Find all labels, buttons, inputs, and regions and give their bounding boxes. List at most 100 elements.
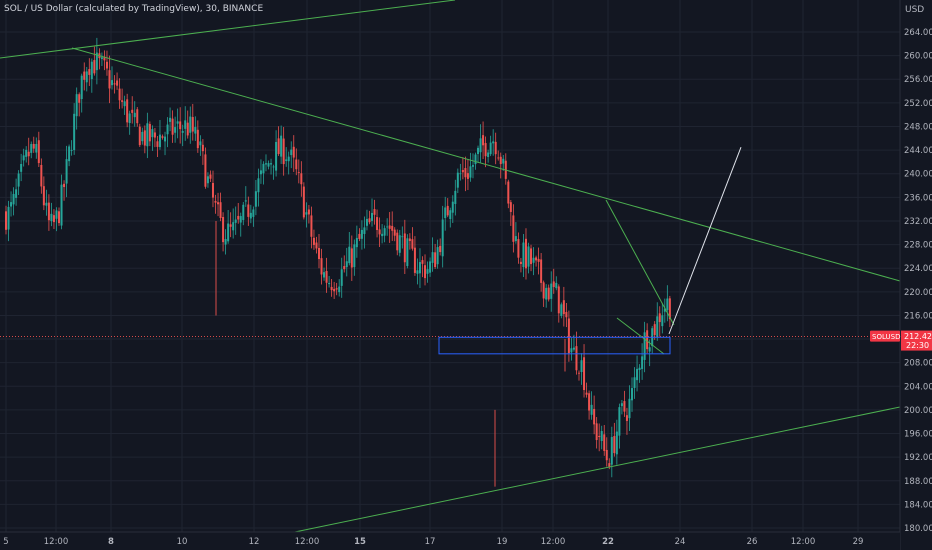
candle-body [196,129,199,149]
candle-body [540,259,543,283]
descending-resistance-line [71,47,901,282]
candle-body [138,126,141,146]
candle-body [567,318,570,354]
candle-body [227,223,230,242]
candle-body [388,225,391,229]
candle-body [436,247,439,265]
candle-body [179,121,182,130]
candle-body [416,270,419,274]
candle-body [280,135,283,157]
candle-body [164,136,167,142]
candles [0,37,900,487]
candle-body [499,156,502,165]
candle-body [497,157,500,159]
price-tick-label: 240.00 [904,170,932,180]
candle-body [411,239,414,249]
candle-body [244,200,247,202]
candle-body [267,163,270,167]
candle-body [368,218,371,223]
candle-body [214,200,217,203]
candle-body [60,184,63,226]
candle-body [169,117,172,122]
candle-body [403,233,406,263]
candle-body [20,163,23,172]
currency-label[interactable]: USD [905,5,925,15]
time-tick-label: 10 [177,537,188,547]
candle-body [239,216,242,223]
candle-body [121,100,124,102]
candle-body [103,56,106,61]
candle-body [320,258,323,275]
price-tick-label: 260.00 [904,52,932,62]
candle-body [666,298,669,310]
candle-body [247,204,250,217]
candle-body [547,287,550,300]
candle-body [290,149,293,156]
price-tick-label: 196.00 [904,430,932,440]
price-tick-label: 200.00 [904,406,932,416]
candle-body [45,202,48,206]
candle-body [217,202,220,205]
candle-body [143,130,146,146]
candle-body [522,242,525,268]
candle-body [105,61,108,69]
candle-body [418,262,421,274]
time-tick-label: 15 [354,537,366,547]
candle-body [189,116,192,133]
candle-body [63,183,66,188]
candle-body [345,261,348,268]
candle-body [252,209,255,217]
candle-body [658,313,661,323]
time-tick-label: 19 [497,537,508,547]
candle-body [391,225,394,231]
candle-body [641,356,644,369]
price-scale[interactable]: 264.00 260.00 256.00 252.00 248.00 244.00 240.… [899,0,932,550]
candle-body [484,143,487,157]
candle-body [297,172,300,174]
candle-body [111,80,114,86]
candle-body [330,286,333,291]
candle-body [176,121,179,124]
candle-body [454,190,457,204]
candle-body [242,204,245,220]
wedge-lower-line [616,317,665,355]
price-tag [901,330,932,351]
candle-body [429,261,432,273]
candle-body [141,131,144,142]
candle-body [406,238,409,267]
candle-body [502,158,505,164]
candle-body [174,127,177,133]
candle-body [262,163,265,174]
candle-body [270,163,273,165]
price-tick-label: 236.00 [904,193,932,203]
candle-body [58,211,61,224]
candle-body [434,252,437,268]
candle-body [580,360,583,373]
candle-body [32,143,35,149]
candle-body [557,286,560,314]
candle-body [401,236,404,238]
time-tick-label: 17 [425,537,436,547]
candle-body [201,144,204,152]
candle-body [292,146,295,158]
candle-body [489,142,492,155]
candle-body [373,209,376,215]
candle-body [605,449,608,461]
time-tick-label: 12:00 [295,537,320,547]
candle-body [620,403,623,407]
time-tick-label: 26 [747,537,758,547]
candle-body [358,233,361,239]
candle-body [444,207,447,218]
candle-body [474,154,477,165]
candle-body [441,219,444,257]
time-scale[interactable]: 5 12:00 8 10 12 12:00 15 17 19 12:00 22 24 26 12:00 29 [0,531,900,550]
candle-body [80,75,83,100]
candle-body [408,238,411,242]
candle-body [133,112,136,118]
candle-body [661,315,664,327]
candle-body [184,120,187,129]
candle-body [113,83,116,85]
candle-body [338,286,341,293]
candle-body [128,113,131,123]
